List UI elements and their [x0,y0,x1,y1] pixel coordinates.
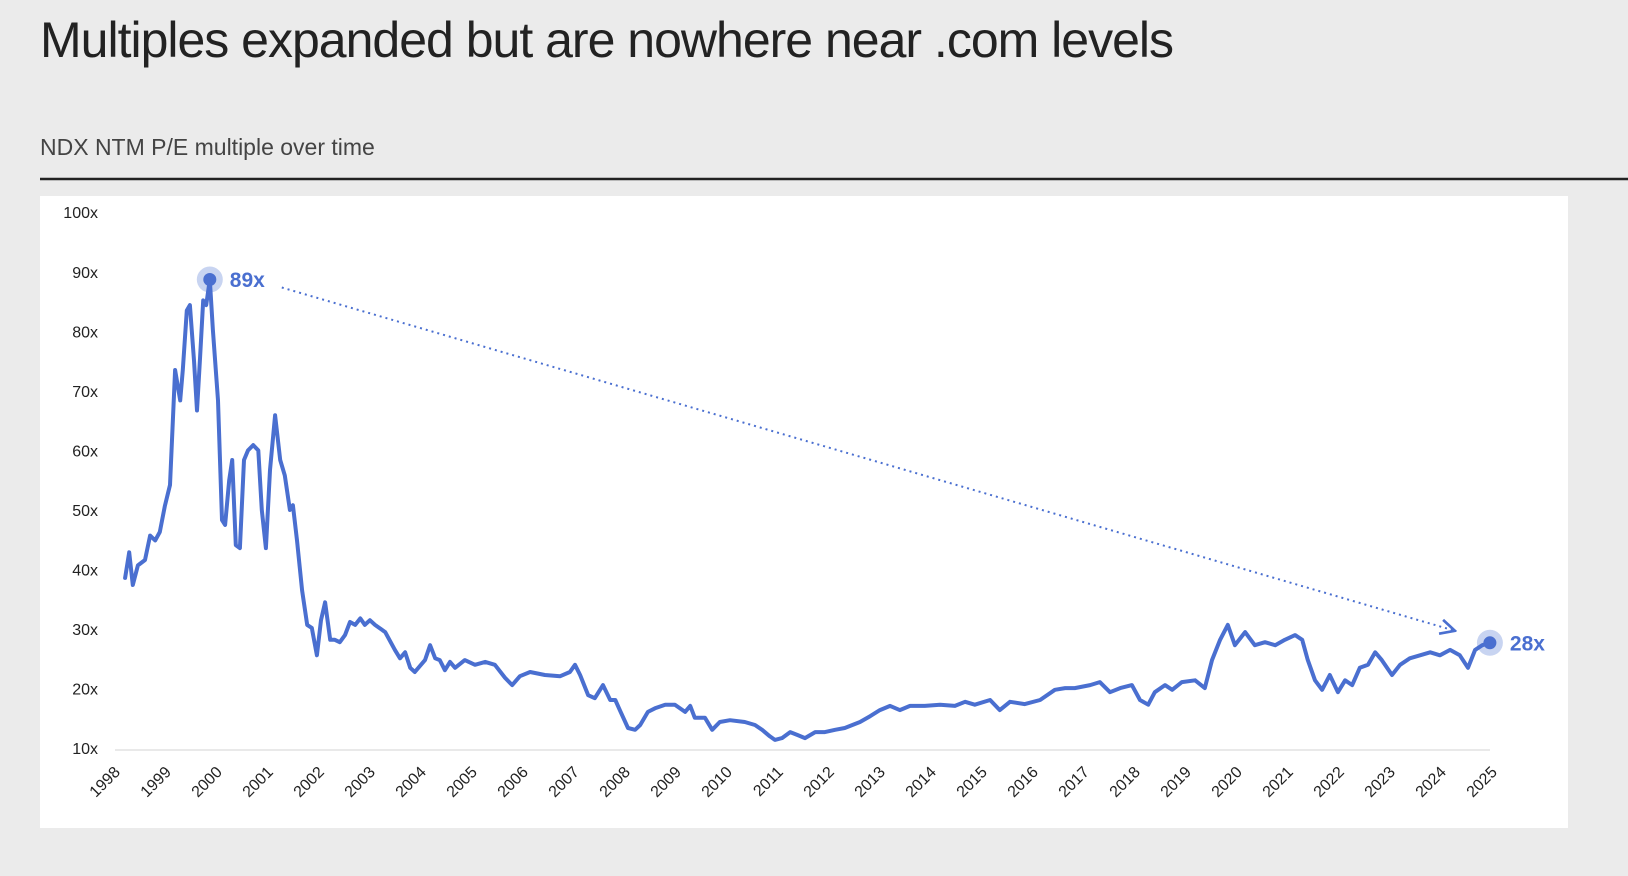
y-tick-label: 70x [72,384,98,401]
annotation-point [203,273,217,287]
annotation-label: 28x [1510,632,1545,655]
chart-title: Multiples expanded but are nowhere near … [40,12,1173,68]
annotation-label: 89x [230,269,265,292]
y-tick-label: 40x [72,563,98,580]
y-tick-label: 20x [72,682,98,699]
chart-subtitle: NDX NTM P/E multiple over time [40,134,375,160]
y-tick-label: 80x [72,324,98,341]
y-tick-label: 50x [72,503,98,520]
y-tick-label: 10x [72,741,98,758]
y-tick-label: 30x [72,622,98,639]
series-line [123,277,1492,742]
annotation-point [1483,636,1497,650]
y-tick-label: 60x [72,443,98,460]
y-tick-label: 90x [72,265,98,282]
y-tick-label: 100x [63,205,98,222]
